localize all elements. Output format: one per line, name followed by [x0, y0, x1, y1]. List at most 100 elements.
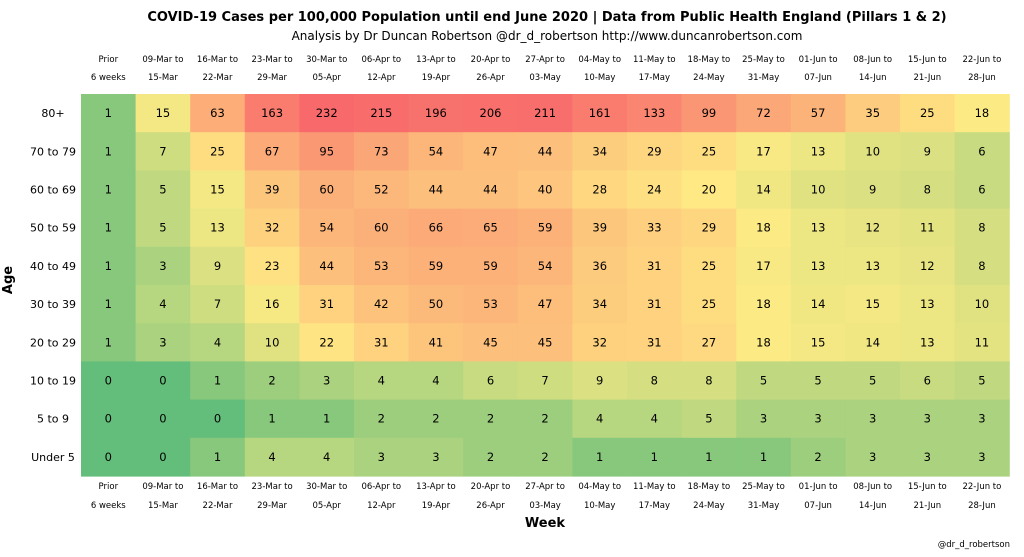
cell-value: 53: [483, 297, 498, 311]
cell-value: 163: [261, 106, 283, 120]
column-header-top: 03-May: [529, 73, 560, 83]
column-header-bottom: 22-Jun to: [962, 482, 1001, 492]
heatmap-cell: [190, 361, 246, 401]
heatmap-cell: [299, 208, 355, 248]
heatmap-cell: [354, 94, 410, 133]
cell-value: 1: [705, 450, 712, 464]
heatmap-cell: [572, 323, 628, 362]
column-header-top: 21-Jun: [913, 73, 941, 83]
cell-value: 1: [105, 106, 112, 120]
heatmap-cell: [900, 94, 956, 133]
column-header-top: 24-May: [693, 73, 724, 83]
heatmap-cell: [627, 323, 683, 362]
column-header-top: 06-Apr to: [361, 55, 401, 65]
heatmap-cell: [190, 323, 246, 362]
cell-value: 20: [702, 183, 717, 197]
cell-value: 2: [487, 450, 494, 464]
heatmap-cell: [572, 246, 628, 286]
column-header-top: 09-Mar to: [142, 55, 183, 65]
heatmap-cell: [135, 246, 191, 286]
column-header-top: 05-Apr: [312, 73, 341, 83]
heatmap-cell: [517, 285, 573, 324]
heatmap-cell: [627, 208, 683, 248]
cell-value: 1: [105, 144, 112, 158]
heatmap-cell: [135, 208, 191, 248]
heatmap-cell: [954, 132, 1010, 171]
column-header-bottom: 23-Mar to: [252, 482, 293, 492]
column-header-bottom: 12-Apr: [367, 501, 396, 511]
cell-value: 72: [756, 106, 771, 120]
heatmap-cell: [408, 399, 464, 439]
cell-value: 15: [811, 335, 826, 349]
cell-value: 14: [865, 335, 880, 349]
cell-value: 5: [705, 412, 712, 426]
column-header-bottom: 03-May: [529, 501, 560, 511]
heatmap-cell: [190, 208, 246, 248]
cell-value: 67: [265, 144, 280, 158]
heatmap-cell: [736, 399, 792, 439]
cell-value: 5: [760, 374, 767, 388]
heatmap-cell: [408, 246, 464, 286]
cell-value: 1: [214, 450, 221, 464]
cell-value: 1: [214, 374, 221, 388]
row-label: 10 to 19: [30, 375, 76, 388]
heatmap-cell: [736, 361, 792, 401]
heatmap-cell: [627, 399, 683, 439]
cell-value: 47: [483, 144, 498, 158]
cell-value: 4: [159, 297, 166, 311]
column-header-top: 18-May to: [688, 55, 731, 65]
cell-value: 27: [702, 335, 717, 349]
heatmap-cell: [627, 170, 683, 210]
column-header-top: 04-May to: [578, 55, 621, 65]
cell-value: 6: [487, 374, 494, 388]
credit-label: @dr_d_robertson: [938, 540, 1010, 550]
cell-value: 39: [265, 183, 280, 197]
cell-value: 13: [811, 144, 826, 158]
heatmap-cell: [845, 399, 901, 439]
column-header-top: 17-May: [639, 73, 670, 83]
cell-value: 3: [924, 450, 931, 464]
cell-value: 44: [429, 183, 444, 197]
cell-value: 54: [538, 259, 553, 273]
cell-value: 18: [756, 335, 771, 349]
cell-value: 17: [756, 259, 771, 273]
cell-value: 3: [760, 412, 767, 426]
column-header-bottom: 24-May: [693, 501, 724, 511]
cell-value: 4: [268, 450, 275, 464]
column-header-top: 31-May: [748, 73, 779, 83]
cell-value: 3: [378, 450, 385, 464]
heatmap-cell: [954, 323, 1010, 362]
row-label: 5 to 9: [37, 413, 69, 426]
heatmap-cell: [354, 208, 410, 248]
cell-value: 1: [268, 412, 275, 426]
cell-value: 54: [319, 221, 334, 235]
cell-value: 3: [978, 412, 985, 426]
column-headers-top: Prior 6 weeks 09-Mar to 15-Mar 16-Mar to 22-M…: [91, 55, 1001, 83]
row-label: 50 to 59: [30, 222, 76, 235]
column-header-top: 07-Jun: [804, 73, 832, 83]
row-label: 60 to 69: [30, 184, 76, 197]
cell-value: 8: [705, 374, 712, 388]
heatmap-cells: 1 15 63 163 232 215 196 206 211 161 133 99 72 57 35 25 1…: [81, 94, 1010, 477]
cell-value: 17: [756, 144, 771, 158]
heatmap-cell: [845, 170, 901, 210]
column-header-top: 26-Apr: [476, 73, 505, 83]
cell-value: 54: [429, 144, 444, 158]
cell-value: 29: [647, 144, 662, 158]
cell-value: 6: [924, 374, 931, 388]
column-header-top: 25-May to: [742, 55, 785, 65]
cell-value: 34: [592, 144, 607, 158]
heatmap-cell: [845, 94, 901, 133]
column-header-top: 22-Jun to: [962, 55, 1001, 65]
cell-value: 31: [647, 259, 662, 273]
cell-value: 7: [214, 297, 221, 311]
heatmap-cell: [299, 94, 355, 133]
cell-value: 33: [647, 221, 662, 235]
column-header-bottom: 15-Mar: [148, 501, 178, 511]
cell-value: 1: [105, 259, 112, 273]
heatmap-cell: [681, 208, 737, 248]
cell-value: 4: [378, 374, 385, 388]
cell-value: 206: [480, 106, 502, 120]
heatmap-cell: [681, 285, 737, 324]
cell-value: 31: [319, 297, 334, 311]
